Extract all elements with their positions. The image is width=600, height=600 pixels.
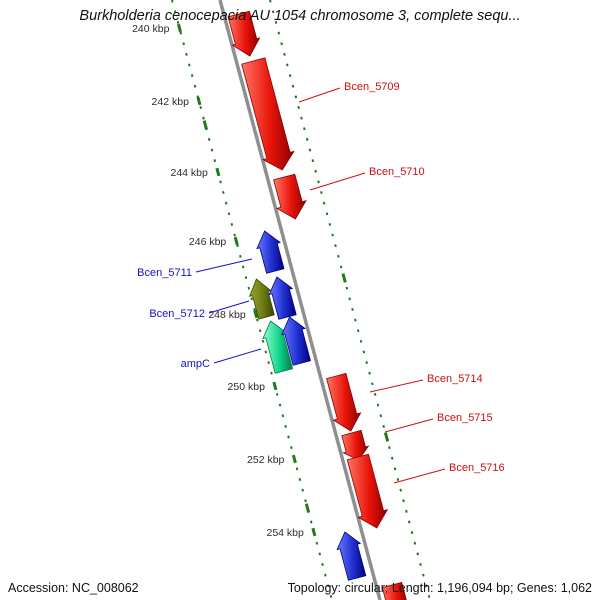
tick-label: 246 kbp: [189, 236, 227, 248]
gene-arrow-bcen-5712-cds[interactable]: [248, 278, 275, 320]
gene-arrow-bcen-5712-gene[interactable]: [268, 276, 297, 320]
feature-dash: [341, 273, 347, 283]
tick-label: 254 kbp: [266, 527, 304, 539]
tick-label: 248 kbp: [208, 309, 246, 321]
feature-dash: [202, 120, 208, 130]
gene-arrow-bcen-5714[interactable]: [326, 372, 362, 432]
scale-dots-right: [269, 0, 431, 600]
gene-arrow-ampc-gene[interactable]: [281, 316, 311, 366]
leader-line: [369, 379, 424, 393]
gene-label-bcen-5709[interactable]: Bcen_5709: [344, 81, 400, 93]
gene-arrow-bcen-5710[interactable]: [273, 173, 307, 220]
scale-dots-left: [171, 0, 333, 600]
gene-label-bcen-5714[interactable]: Bcen_5714: [427, 373, 483, 385]
tick-mark: [311, 527, 317, 537]
tick-mark: [196, 96, 202, 106]
tick-mark: [176, 23, 182, 33]
gene-arrow-partial-top[interactable]: [227, 10, 261, 57]
gene-arrow-bcen-5716[interactable]: [346, 453, 389, 529]
tick-label: 252 kbp: [247, 454, 285, 466]
gene-label-bcen-5711[interactable]: Bcen_5711: [137, 267, 192, 279]
tick-label: 244 kbp: [170, 167, 208, 179]
gene-arrow-partial-bottom-blue[interactable]: [336, 531, 367, 581]
tick-label: 250 kbp: [228, 381, 266, 393]
leader-line: [393, 468, 446, 484]
leader-line: [298, 87, 341, 103]
gene-label-ampc[interactable]: ampC: [181, 358, 210, 370]
tick-mark: [253, 309, 259, 319]
gene-label-bcen-5712[interactable]: Bcen_5712: [149, 308, 205, 320]
gene-label-bcen-5710[interactable]: Bcen_5710: [369, 166, 425, 178]
tick-mark: [291, 454, 297, 464]
gene-arrow-bcen-5711[interactable]: [256, 230, 285, 274]
gene-label-bcen-5716[interactable]: Bcen_5716: [449, 462, 505, 474]
tick-label: 240 kbp: [132, 23, 170, 35]
gene-arrow-partial-bottom-red[interactable]: [381, 581, 408, 600]
leader-line: [208, 300, 250, 314]
feature-dash: [383, 432, 390, 442]
topology-summary-text: Topology: circular; Length: 1,196,094 bp…: [287, 581, 592, 595]
leader-line: [213, 348, 262, 364]
leader-line: [195, 258, 253, 273]
gene-arrow-bcen-5715[interactable]: [341, 429, 370, 461]
leader-line: [309, 172, 366, 191]
tick-label: 242 kbp: [152, 96, 190, 108]
genome-backbone: [218, 0, 382, 600]
accession-text: Accession: NC_008062: [8, 581, 139, 595]
status-bar: Accession: NC_008062 Topology: circular;…: [0, 581, 600, 595]
leader-line: [384, 418, 434, 433]
feature-dash: [304, 503, 311, 513]
tick-mark: [215, 167, 221, 177]
gene-label-bcen-5715[interactable]: Bcen_5715: [437, 412, 493, 424]
tick-mark: [233, 236, 239, 246]
sequence-title: Burkholderia cenocepacia AU 1054 chromos…: [79, 8, 521, 24]
tick-mark: [272, 381, 278, 391]
gene-arrow-bcen-5709[interactable]: [241, 57, 295, 171]
